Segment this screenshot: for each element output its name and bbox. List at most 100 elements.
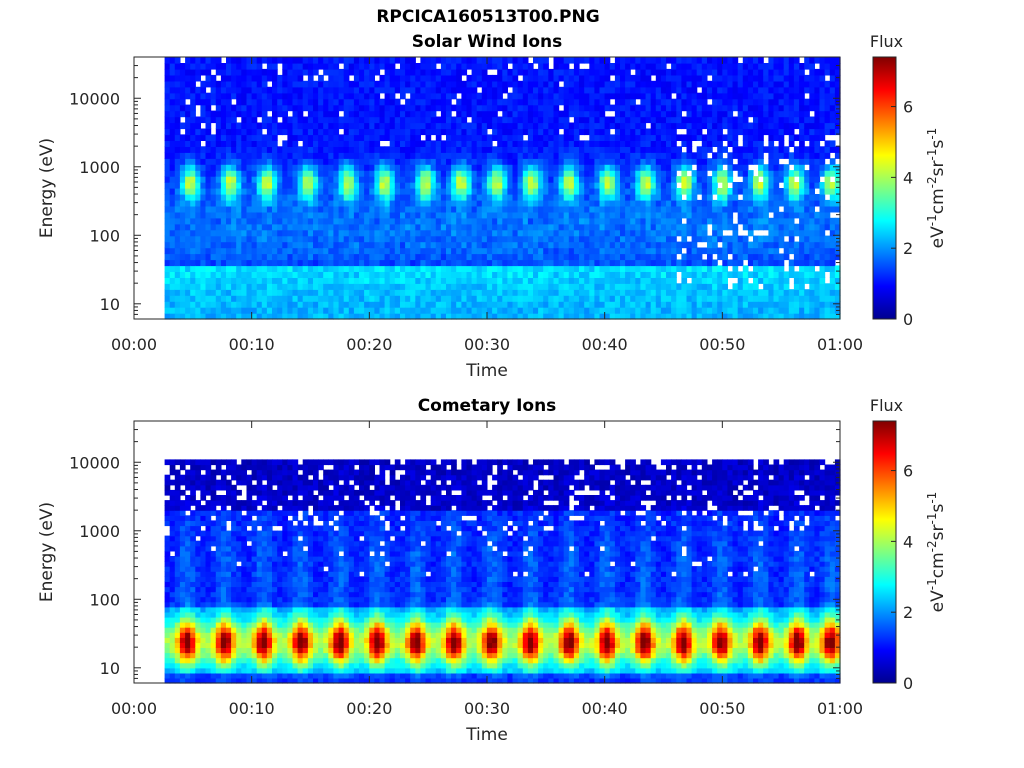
spectrogram-cell [722,248,728,255]
spectrogram-cell [497,129,503,136]
spectrogram-cell [415,93,421,100]
spectrogram-cell [692,307,698,314]
spectrogram-cell [513,212,519,219]
spectrogram-cell [487,283,493,290]
spectrogram-cell [584,265,590,272]
spectrogram-cell [374,301,380,308]
spectrogram-cell [646,75,652,82]
spectrogram-cell [692,63,698,70]
spectrogram-cell [441,254,447,261]
spectrogram-cell [277,200,283,207]
spectrogram-cell [651,170,657,177]
spectrogram-cell [323,152,329,159]
spectrogram-cell [328,176,334,183]
spectrogram-cell [467,146,473,153]
spectrogram-cell [262,200,268,207]
spectrogram-cell [262,158,268,165]
spectrogram-cell [272,206,278,213]
spectrogram-cell [671,111,677,118]
spectrogram-cell [574,182,580,189]
spectrogram-cell [333,99,339,106]
spectrogram-cell [308,283,314,290]
spectrogram-cell [559,146,565,153]
spectrogram-cell [303,170,309,177]
spectrogram-cell [195,200,201,207]
spectrogram-cell [257,206,263,213]
spectrogram-cell [308,152,314,159]
spectrogram-cell [369,206,375,213]
spectrogram-cell [436,248,442,255]
spectrogram-cell [564,129,570,136]
spectrogram-cell [364,146,370,153]
spectrogram-cell [369,57,375,64]
spectrogram-cell [267,93,273,100]
spectrogram-cell [456,295,462,302]
spectrogram-cell [451,212,457,219]
spectrogram-cell [492,307,498,314]
spectrogram-cell [461,69,467,76]
spectrogram-cell [507,295,513,302]
spectrogram-cell [185,140,191,147]
spectrogram-cell [661,260,667,267]
spectrogram-cell [687,283,693,290]
spectrogram-cell [748,63,754,70]
spectrogram-cell [620,242,626,249]
spectrogram-cell [630,93,636,100]
spectrogram-cell [415,277,421,284]
spectrogram-cell [712,57,718,64]
spectrogram-cell [676,295,682,302]
spectrogram-cell [359,146,365,153]
spectrogram-cell [420,164,426,171]
spectrogram-cell [277,99,283,106]
spectrogram-cell [272,188,278,195]
spectrogram-cell [559,111,565,118]
spectrogram-cell [175,301,181,308]
spectrogram-cell [287,158,293,165]
spectrogram-cell [712,289,718,296]
spectrogram-cell [252,105,258,112]
spectrogram-cell [252,289,258,296]
spectrogram-cell [170,230,176,237]
spectrogram-cell [175,75,181,82]
spectrogram-cell [492,218,498,225]
spectrogram-cell [600,271,606,278]
spectrogram-cell [415,158,421,165]
spectrogram-cell [661,224,667,231]
spectrogram-cell [405,248,411,255]
spectrogram-cell [390,123,396,130]
spectrogram-cell [620,123,626,130]
spectrogram-cell [625,57,631,64]
spectrogram-cell [293,307,299,314]
spectrogram-cell [415,129,421,136]
spectrogram-cell [333,182,339,189]
spectrogram-cell [395,200,401,207]
spectrogram-cell [369,224,375,231]
spectrogram-cell [620,295,626,302]
spectrogram-cell [165,194,171,201]
spectrogram-cell [748,230,754,237]
spectrogram-cell [461,194,467,201]
spectrogram-cell [426,277,432,284]
spectrogram-cell [390,248,396,255]
spectrogram-cell [738,307,744,314]
spectrogram-cell [354,158,360,165]
spectrogram-cell [395,99,401,106]
spectrogram-cell [441,176,447,183]
spectrogram-cell [538,146,544,153]
spectrogram-cell [257,236,263,243]
spectrogram-cell [262,277,268,284]
spectrogram-cell [170,260,176,267]
spectrogram-cell [697,123,703,130]
spectrogram-cell [426,69,432,76]
spectrogram-cell [569,200,575,207]
spectrogram-cell [456,254,462,261]
spectrogram-cell [241,111,247,118]
spectrogram-cell [610,69,616,76]
spectrogram-cell [175,182,181,189]
spectrogram-cell [252,236,258,243]
spectrogram-cell [681,265,687,272]
spectrogram-cell [200,200,206,207]
spectrogram-cell [380,271,386,278]
spectrogram-cell [195,307,201,314]
spectrogram-cell [390,170,396,177]
